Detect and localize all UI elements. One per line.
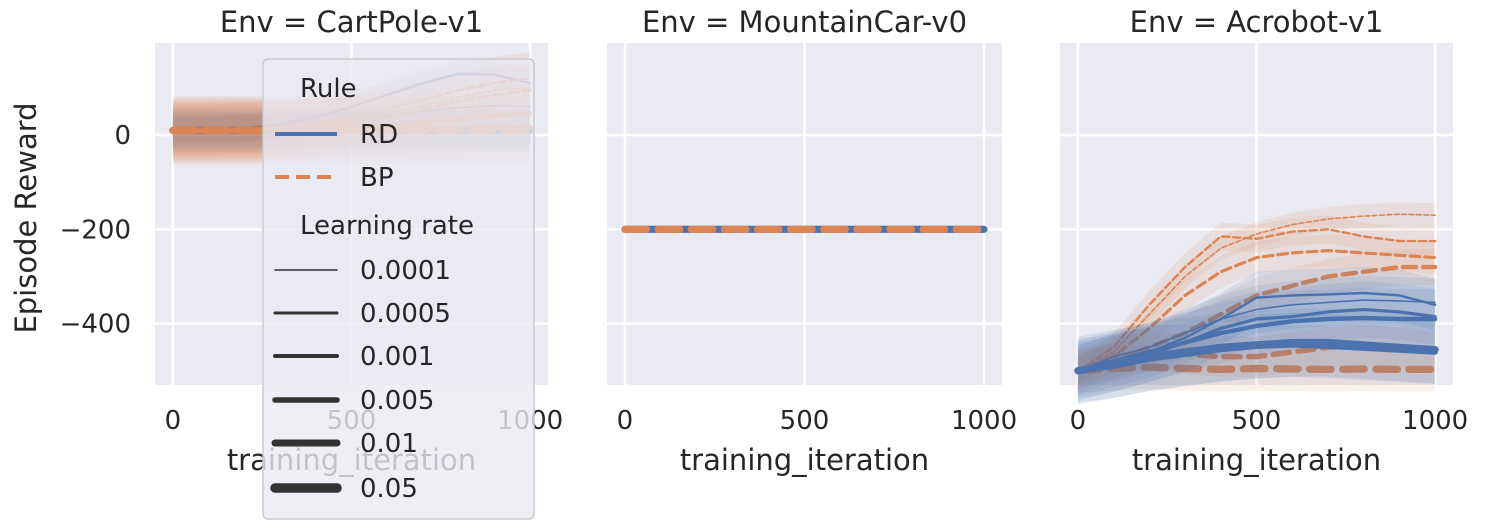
- panel-title: Env = Acrobot-v1: [1130, 5, 1384, 39]
- legend-label-lr-0.05: 0.05: [360, 474, 418, 504]
- y-tick-label: −200: [60, 215, 131, 245]
- panel-2: 0 500 1000 Env = Acrobot-v1 training_iterati…: [1060, 5, 1468, 477]
- y-tick-label: −400: [60, 310, 131, 340]
- series-line-BP-0.05: [1074, 363, 1439, 375]
- x-tick-label: 0: [165, 406, 182, 436]
- legend-label-lr-0.0005: 0.0005: [360, 299, 451, 329]
- legend-label-RD: RD: [360, 120, 398, 150]
- legend-label-lr-0.0001: 0.0001: [360, 256, 451, 286]
- series-band-RD-0.0001: [1077, 276, 1436, 395]
- x-tick-label: 500: [780, 406, 830, 436]
- x-tick-label: 1000: [951, 406, 1017, 436]
- series-band-RD-0.01: [1077, 312, 1436, 403]
- y-tick-label: 0: [114, 121, 131, 151]
- series-line-BP-0.0005: [1076, 228, 1437, 372]
- x-tick-label: 0: [1070, 406, 1087, 436]
- y-axis-label: Episode Reward: [9, 102, 43, 333]
- series-line-BP-0.0001: [1077, 213, 1436, 372]
- x-axis-label: training_iteration: [1132, 443, 1381, 477]
- legend-label-lr-0.01: 0.01: [360, 429, 418, 459]
- panel-1: 0 500 1000 Env = MountainCar-v0 training_ite…: [607, 5, 1017, 477]
- legend-label-lr-0.001: 0.001: [360, 342, 434, 372]
- legend-label-lr-0.005: 0.005: [360, 386, 434, 416]
- panel-title: Env = CartPole-v1: [220, 5, 483, 39]
- x-tick-label: 500: [1232, 406, 1282, 436]
- series-line-RD-0.005: [1075, 315, 1438, 373]
- panel-title: Env = MountainCar-v0: [642, 5, 967, 39]
- legend-frame: [262, 58, 535, 520]
- series-band-RD-0.05: [1077, 308, 1436, 405]
- legend-title-rule: Rule: [300, 74, 357, 104]
- series-band-BP-0.0005: [1077, 215, 1436, 385]
- series-line-RD-0.05: [1074, 338, 1439, 375]
- legend-label-BP: BP: [360, 163, 394, 193]
- x-tick-label: 0: [617, 406, 634, 436]
- series-band-RD-0.0005: [1077, 267, 1436, 397]
- x-axis-label: training_iteration: [680, 443, 929, 477]
- series-line-RD-0.0001: [1077, 299, 1436, 372]
- series-line-BP-0.001: [1076, 249, 1437, 373]
- x-tick-label: 1000: [1402, 406, 1468, 436]
- legend-title-learning-rate: Learning rate: [300, 211, 474, 241]
